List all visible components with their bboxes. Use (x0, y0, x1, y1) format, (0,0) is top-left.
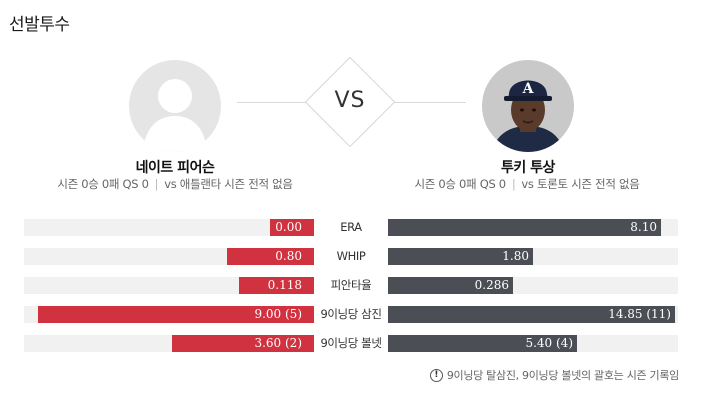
stat-label: 9이닝당 삼진 (320, 307, 382, 321)
home-stat-bar: 1.80 (388, 248, 533, 265)
home-pitcher-photo: A (482, 60, 574, 152)
stat-row: 0.80 WHIP 1.80 (0, 248, 703, 265)
away-stat-bar: 0.80 (227, 248, 314, 265)
home-stat-track: 5.40 (4) (388, 335, 678, 352)
home-stat-value: 8.10 (630, 220, 657, 234)
away-stat-value: 0.80 (275, 249, 302, 263)
vs-divider-right (380, 102, 466, 103)
stat-label: 피안타율 (330, 278, 372, 292)
away-stat-track: 0.00 (24, 219, 314, 236)
home-stat-value: 14.85 (11) (608, 307, 671, 321)
stat-label: ERA (340, 220, 362, 234)
home-stat-track: 1.80 (388, 248, 678, 265)
home-pitcher-avatar[interactable]: A (482, 60, 574, 152)
home-stat-bar: 8.10 (388, 219, 661, 236)
away-vs-record: vs 애틀랜타 시즌 전적 없음 (164, 177, 293, 191)
away-stat-bar: 3.60 (2) (172, 335, 314, 352)
stat-label: 9이닝당 볼넷 (320, 336, 382, 350)
away-stat-bar: 0.00 (270, 219, 314, 236)
vs-label: VS (334, 88, 366, 113)
home-pitcher-name[interactable]: 투키 투상 (501, 160, 555, 176)
stat-row: 9.00 (5) 9이닝당 삼진 14.85 (11) (0, 306, 703, 323)
footnote: ! 9이닝당 탈삼진, 9이닝당 볼넷의 괄호는 시즌 기록임 (429, 367, 679, 383)
home-stat-track: 14.85 (11) (388, 306, 678, 323)
home-season-record: 시즌 0승 0패 QS 0 (414, 177, 506, 191)
away-pitcher-name[interactable]: 네이트 피어슨 (135, 160, 215, 176)
record-separator: | (511, 177, 516, 191)
away-stat-track: 0.118 (24, 277, 314, 294)
home-stat-bar: 5.40 (4) (388, 335, 577, 352)
away-stat-value: 0.00 (275, 220, 302, 234)
home-pitcher-record: 시즌 0승 0패 QS 0 | vs 토론토 시즌 전적 없음 (362, 176, 692, 192)
home-stat-track: 0.286 (388, 277, 678, 294)
info-icon: ! (429, 368, 443, 382)
stat-row: 0.118 피안타율 0.286 (0, 277, 703, 294)
vs-divider-left (237, 102, 321, 103)
stat-row: 3.60 (2) 9이닝당 볼넷 5.40 (4) (0, 335, 703, 352)
away-stat-bar: 9.00 (5) (38, 306, 314, 323)
home-stat-bar: 0.286 (388, 277, 513, 294)
away-pitcher-avatar[interactable] (129, 60, 221, 152)
stat-label: WHIP (336, 249, 366, 263)
away-stat-value: 3.60 (2) (254, 336, 302, 350)
home-stat-value: 1.80 (502, 249, 529, 263)
stat-row: 0.00 ERA 8.10 (0, 219, 703, 236)
footnote-text: 9이닝당 탈삼진, 9이닝당 볼넷의 괄호는 시즌 기록임 (446, 369, 679, 382)
person-placeholder-icon (129, 60, 221, 152)
away-stat-value: 9.00 (5) (254, 307, 302, 321)
record-separator: | (154, 177, 159, 191)
away-stat-track: 3.60 (2) (24, 335, 314, 352)
away-stat-track: 9.00 (5) (24, 306, 314, 323)
section-title: 선발투수 (9, 15, 70, 35)
home-stat-track: 8.10 (388, 219, 678, 236)
away-season-record: 시즌 0승 0패 QS 0 (57, 177, 149, 191)
away-stat-value: 0.118 (267, 278, 302, 292)
home-stat-value: 5.40 (4) (525, 336, 573, 350)
home-stat-bar: 14.85 (11) (388, 306, 675, 323)
away-stat-bar: 0.118 (239, 277, 314, 294)
home-vs-record: vs 토론토 시즌 전적 없음 (521, 177, 640, 191)
away-stat-track: 0.80 (24, 248, 314, 265)
cap-logo: A (522, 81, 535, 97)
home-stat-value: 0.286 (474, 278, 509, 292)
away-pitcher-record: 시즌 0승 0패 QS 0 | vs 애틀랜타 시즌 전적 없음 (10, 176, 340, 192)
